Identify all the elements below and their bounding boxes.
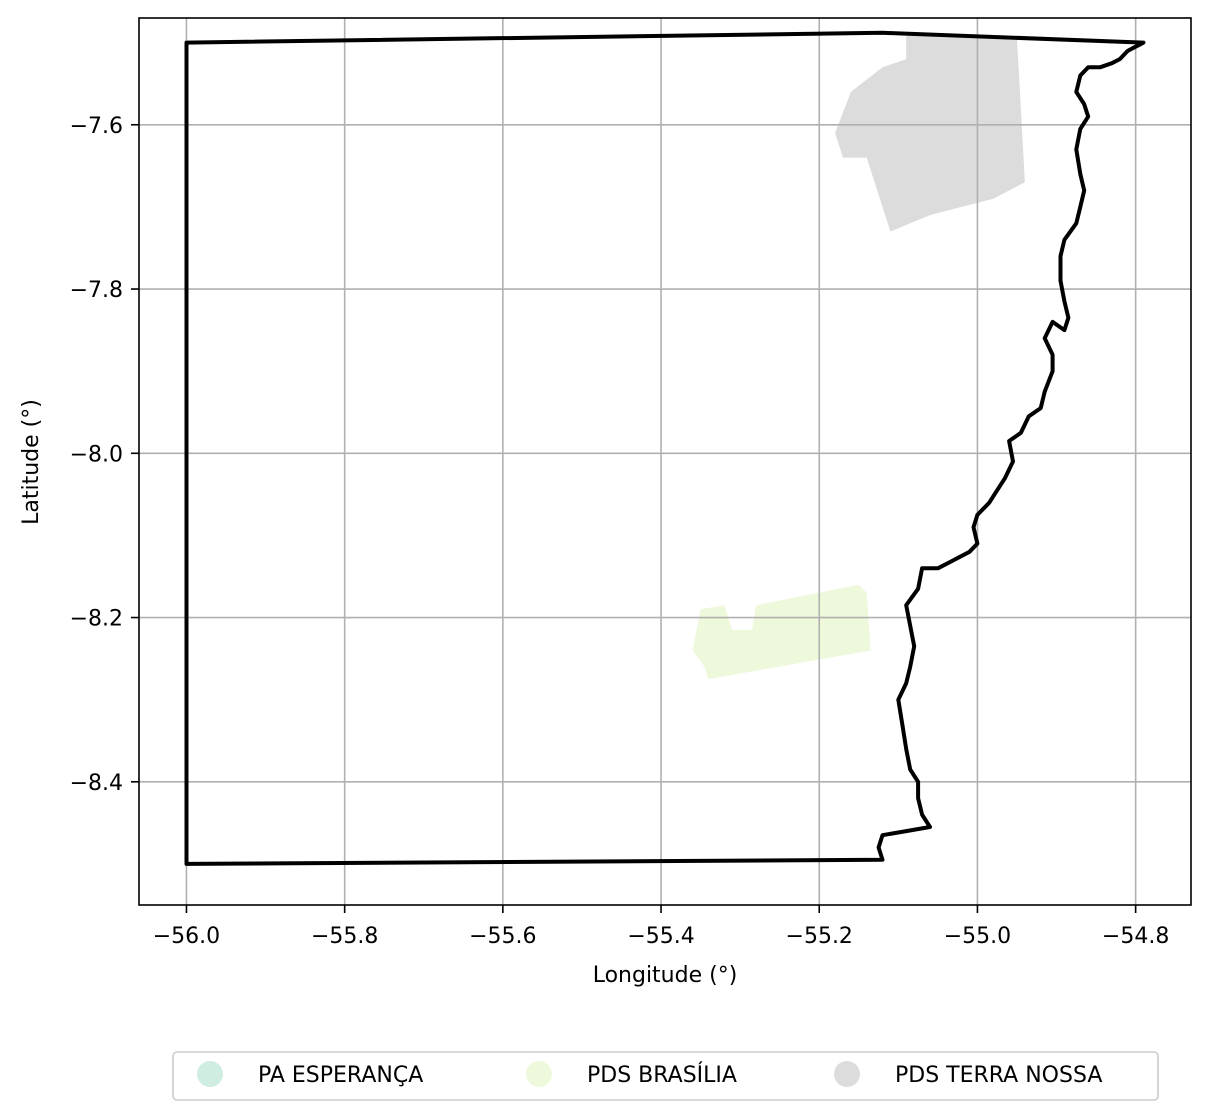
x-tick-label: −56.0 — [153, 924, 220, 949]
x-axis-label: Longitude (°) — [593, 963, 738, 988]
y-tick-label: −8.2 — [70, 607, 123, 632]
x-tick-label: −55.4 — [627, 924, 694, 949]
x-tick-label: −54.8 — [1102, 924, 1169, 949]
y-tick-label: −8.0 — [70, 442, 123, 467]
feature-pds-bras-lia — [692, 584, 871, 680]
x-tick-label: −55.6 — [469, 924, 536, 949]
legend: PA ESPERANÇA PDS BRASÍLIA PDS TERRA NOSSA — [172, 1051, 1159, 1101]
legend-marker — [834, 1061, 860, 1087]
y-axis-label: Latitude (°) — [19, 399, 44, 525]
y-tick-label: −7.8 — [70, 278, 123, 303]
legend-label: PDS BRASÍLIA — [587, 1062, 737, 1088]
x-tick-label: −55.0 — [944, 924, 1011, 949]
plot-area: −56.0 −55.8 −55.6 −55.4 −55.2 −55.0 −54.8 −7.6 −… — [70, 17, 1192, 949]
axes-frame — [138, 17, 1192, 906]
x-tick-label: −55.2 — [786, 924, 853, 949]
legend-label: PA ESPERANÇA — [258, 1063, 423, 1088]
x-tick-label: −55.8 — [311, 924, 378, 949]
legend-box — [172, 1051, 1159, 1101]
y-tick-label: −7.6 — [70, 114, 123, 139]
legend-marker — [526, 1061, 552, 1087]
y-tick-label: −8.4 — [70, 771, 123, 796]
legend-label: PDS TERRA NOSSA — [895, 1063, 1102, 1088]
legend-marker — [197, 1061, 223, 1087]
municipality-boundary — [184, 30, 1146, 866]
